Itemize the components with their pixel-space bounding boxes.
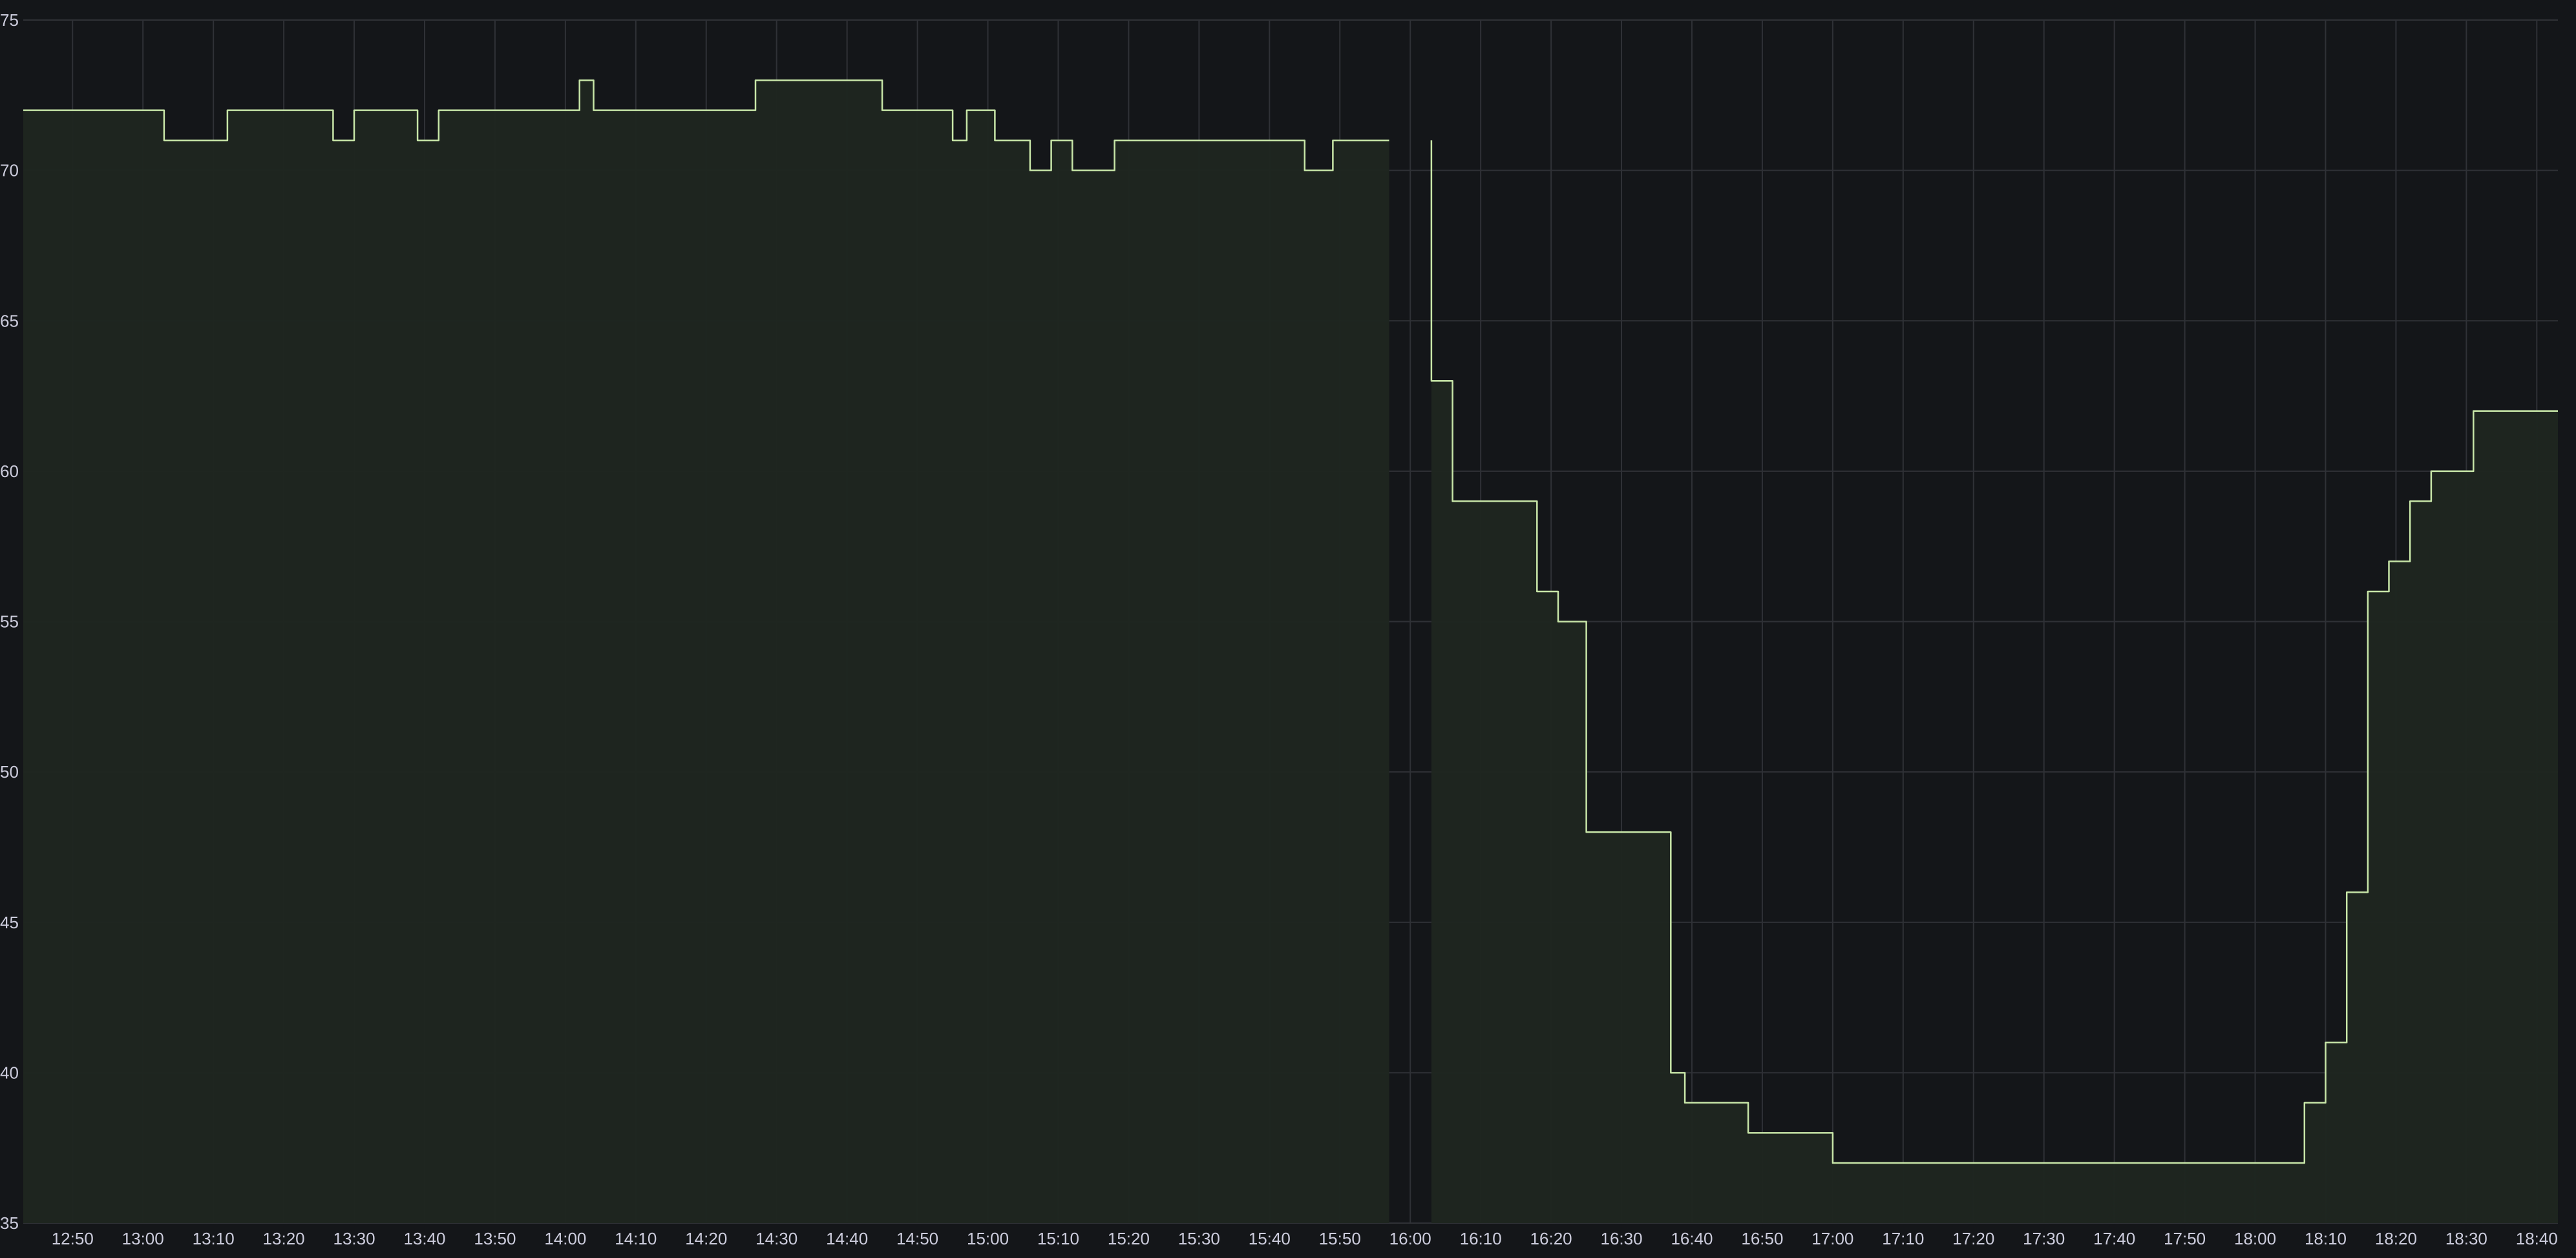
x-tick-label: 15:20 xyxy=(1108,1229,1150,1248)
x-tick-label: 13:10 xyxy=(193,1229,235,1248)
x-tick-label: 16:20 xyxy=(1530,1229,1572,1248)
x-tick-label: 13:30 xyxy=(333,1229,375,1248)
x-tick-label: 15:40 xyxy=(1249,1229,1291,1248)
x-tick-label: 14:00 xyxy=(544,1229,586,1248)
x-tick-label: 16:50 xyxy=(1741,1229,1783,1248)
x-tick-label: 16:30 xyxy=(1600,1229,1642,1248)
area-fills xyxy=(23,80,2558,1224)
y-tick-label: 40 xyxy=(0,1063,19,1082)
x-tick-label: 17:10 xyxy=(1882,1229,1924,1248)
y-tick-label: 45 xyxy=(0,913,19,932)
x-tick-label: 13:00 xyxy=(122,1229,164,1248)
y-tick-label: 70 xyxy=(0,161,19,180)
x-tick-label: 15:00 xyxy=(967,1229,1009,1248)
x-tick-label: 18:00 xyxy=(2234,1229,2276,1248)
x-axis: 12:50 13:00 13:10 13:20 13:30 13:40 13:50 14:00… xyxy=(52,1229,2558,1248)
y-tick-label: 35 xyxy=(0,1213,19,1233)
y-tick-label: 50 xyxy=(0,762,19,782)
y-axis: 35 40 45 50 55 60 65 70 75 xyxy=(0,10,19,1233)
x-tick-label: 16:10 xyxy=(1460,1229,1502,1248)
x-tick-label: 13:50 xyxy=(474,1229,516,1248)
x-tick-label: 14:30 xyxy=(755,1229,797,1248)
y-tick-label: 55 xyxy=(0,612,19,632)
series-line-segment[interactable] xyxy=(23,79,1389,171)
series-area-segment xyxy=(23,80,1389,1224)
x-tick-label: 16:00 xyxy=(1389,1229,1431,1248)
x-tick-label: 18:20 xyxy=(2375,1229,2417,1248)
y-tick-label: 60 xyxy=(0,462,19,481)
series-area-segment xyxy=(1431,140,2558,1224)
x-tick-label: 18:30 xyxy=(2445,1229,2487,1248)
x-tick-label: 13:40 xyxy=(403,1229,445,1248)
x-tick-label: 14:10 xyxy=(615,1229,657,1248)
x-tick-label: 16:40 xyxy=(1671,1229,1713,1248)
x-tick-label: 13:20 xyxy=(263,1229,305,1248)
x-tick-label: 17:50 xyxy=(2164,1229,2206,1248)
x-tick-label: 15:10 xyxy=(1037,1229,1079,1248)
x-tick-label: 12:50 xyxy=(52,1229,94,1248)
x-tick-label: 18:40 xyxy=(2516,1229,2558,1248)
x-tick-label: 17:30 xyxy=(2023,1229,2065,1248)
y-tick-label: 65 xyxy=(0,311,19,330)
x-tick-label: 17:00 xyxy=(1811,1229,1853,1248)
y-tick-label: 75 xyxy=(0,10,19,30)
x-tick-label: 17:40 xyxy=(2093,1229,2135,1248)
x-tick-label: 14:50 xyxy=(896,1229,938,1248)
x-tick-label: 14:20 xyxy=(685,1229,727,1248)
x-tick-label: 15:50 xyxy=(1319,1229,1361,1248)
x-tick-label: 18:10 xyxy=(2305,1229,2347,1248)
x-tick-label: 15:30 xyxy=(1178,1229,1220,1248)
x-tick-label: 14:40 xyxy=(826,1229,868,1248)
series-lines xyxy=(23,79,2558,1164)
x-tick-label: 17:20 xyxy=(1952,1229,1994,1248)
series-line-segment[interactable] xyxy=(1430,140,2558,1164)
